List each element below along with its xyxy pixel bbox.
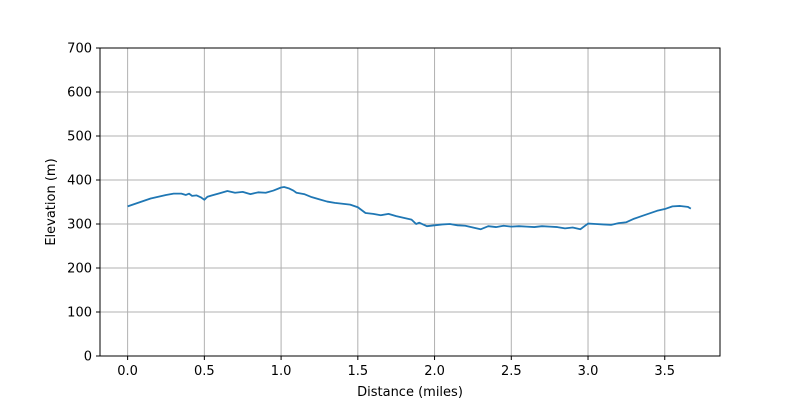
x-tick-label: 3.5 <box>654 364 675 379</box>
y-axis-label: Elevation (m) <box>44 158 59 245</box>
y-axis: 0 100 200 300 400 500 600 700 <box>67 42 100 365</box>
y-tick-label: 0 <box>84 350 92 365</box>
x-tick-label: 0.5 <box>194 364 215 379</box>
y-tick-label: 700 <box>67 42 92 57</box>
grid <box>100 47 720 357</box>
axes-frame <box>99 47 721 357</box>
x-tick-label: 2.0 <box>424 364 445 379</box>
x-tick-label: 3.0 <box>578 364 599 379</box>
y-tick-label: 500 <box>67 130 92 145</box>
x-axis: 0.0 0.5 1.0 1.5 2.0 2.5 3.0 3.5 <box>117 356 675 379</box>
x-tick-label: 1.0 <box>271 364 292 379</box>
x-tick-label: 1.5 <box>347 364 368 379</box>
y-tick-label: 400 <box>67 174 92 189</box>
x-tick-label: 2.5 <box>501 364 522 379</box>
elevation-series-line <box>127 186 692 231</box>
y-tick-label: 200 <box>67 262 92 277</box>
y-tick-label: 300 <box>67 218 92 233</box>
x-tick-label: 0.0 <box>117 364 138 379</box>
x-axis-label: Distance (miles) <box>357 385 463 400</box>
plot-area <box>127 186 692 231</box>
y-tick-label: 100 <box>67 306 92 321</box>
y-tick-label: 600 <box>67 86 92 101</box>
